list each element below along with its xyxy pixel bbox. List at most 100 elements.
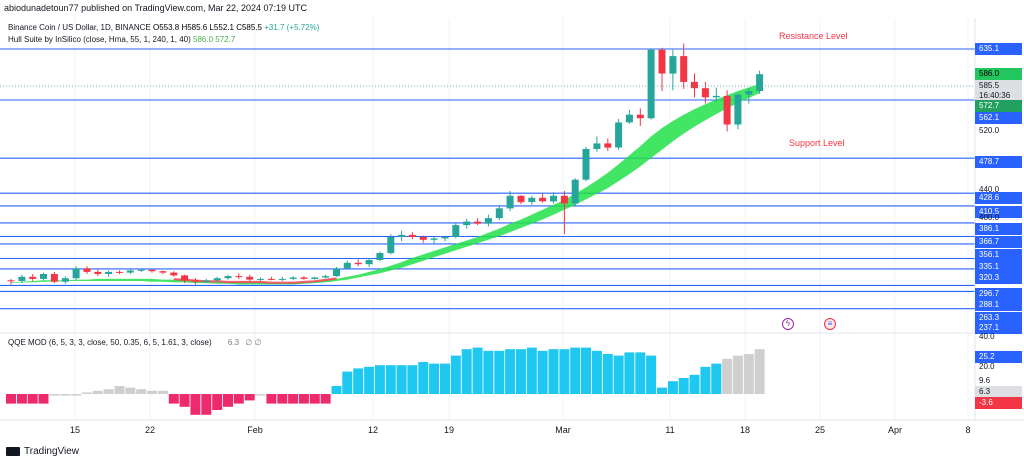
qqe-bar (494, 350, 505, 394)
candle-body (213, 278, 221, 281)
qqe-bar (342, 371, 353, 394)
candle (126, 269, 134, 274)
price-label: 237.1 (975, 322, 1022, 334)
qqe-bar (678, 378, 689, 394)
candle (701, 81, 709, 104)
candle-body (94, 271, 102, 274)
price-label: 335.1 (975, 261, 1022, 273)
qqe-bar (353, 368, 364, 394)
candle-body (398, 234, 406, 237)
candle (712, 87, 720, 103)
qqe-bar (505, 349, 516, 394)
hull-value-2: 572.7 (215, 35, 236, 44)
qqe-axis-label: 6.3 (975, 386, 1022, 398)
time-axis-label: Feb (247, 425, 263, 435)
price-label: 410.5 (975, 206, 1022, 218)
candle (723, 90, 731, 132)
qqe-bar (49, 394, 60, 396)
us-flag-event-icon[interactable]: ≡ (824, 318, 836, 330)
candle (517, 195, 525, 205)
ohlc-close: C585.5 (236, 23, 262, 32)
time-axis-label: 25 (814, 425, 826, 435)
qqe-bar (526, 347, 537, 394)
qqe-bar (743, 354, 754, 394)
candle (691, 73, 698, 98)
candle-body (452, 225, 460, 237)
candle (506, 190, 514, 212)
price-label: 263.3 (975, 312, 1022, 324)
qqe-legend[interactable]: QQE MOD (6, 5, 3, 3, close, 50, 0.35, 6,… (8, 338, 261, 347)
candle-body (539, 197, 547, 202)
candle-body (278, 278, 286, 280)
candle-body (712, 95, 720, 98)
candle-body (506, 195, 514, 209)
price-label: 428.6 (975, 192, 1022, 204)
lightning-event-icon[interactable]: ϟ (782, 318, 794, 330)
candle (61, 276, 69, 284)
candle (539, 193, 547, 203)
price-label: 586.0 (975, 68, 1022, 80)
candle-body (463, 221, 471, 226)
candle (430, 237, 438, 244)
candle (116, 270, 123, 274)
qqe-label: QQE MOD (6, 5, 3, 3, close, 50, 0.35, 6,… (8, 338, 212, 347)
candle-body (745, 91, 753, 95)
candle (181, 274, 189, 284)
candle (29, 274, 37, 281)
tradingview-logo[interactable]: TradingView (6, 445, 79, 459)
qqe-bar (657, 387, 667, 394)
candle-body (582, 149, 590, 180)
qqe-bar (635, 352, 646, 394)
candle (625, 109, 633, 124)
candle-body (61, 278, 69, 282)
tradingview-logo-icon (6, 446, 20, 456)
candle-body (430, 238, 438, 240)
candle (669, 49, 677, 91)
candle-body (126, 270, 134, 273)
candle (756, 70, 764, 94)
qqe-value: 6.3 (227, 338, 240, 347)
candle (474, 218, 482, 226)
candle (278, 276, 286, 281)
candle-body (615, 122, 623, 148)
grid-lines (74, 18, 969, 420)
candle-body (343, 262, 351, 269)
candle-body (376, 253, 384, 260)
candle (484, 214, 492, 227)
qqe-bar (38, 394, 49, 404)
candle-body (18, 276, 26, 281)
footer-text: TradingView (24, 446, 80, 457)
candle (408, 232, 416, 240)
candle-body (560, 195, 568, 204)
candle (495, 206, 503, 221)
candle-body (202, 280, 210, 282)
hull-band-area (11, 84, 760, 285)
resistance-annotation: Resistance Level (779, 31, 848, 41)
qqe-bar (613, 355, 624, 394)
candle (322, 274, 330, 279)
price-change: +31.7 (+5.72%) (264, 23, 320, 32)
candle-body (701, 88, 709, 98)
candle (105, 270, 113, 277)
symbol-legend[interactable]: Binance Coin / US Dollar, 1D, BINANCE O5… (8, 23, 319, 32)
candle-body (50, 274, 58, 282)
qqe-bar (429, 363, 440, 394)
hull-legend[interactable]: Hull Suite by InSilico (close, Hma, 55, … (8, 35, 235, 44)
qqe-bar (71, 394, 82, 396)
qqe-bar (440, 363, 450, 394)
candle-body (636, 114, 644, 119)
candle (593, 136, 601, 152)
qqe-bar (548, 349, 559, 394)
candle-body (116, 271, 123, 273)
time-axis-label: 11 (665, 425, 675, 435)
candle (571, 178, 579, 206)
qqe-bar (179, 394, 190, 407)
candle-body (691, 81, 698, 89)
price-label: 440.0 (979, 185, 1000, 194)
candle-body (257, 278, 264, 280)
qqe-bar (385, 365, 396, 394)
qqe-bar (92, 390, 103, 394)
candle (18, 274, 26, 284)
qqe-bar (331, 386, 342, 394)
